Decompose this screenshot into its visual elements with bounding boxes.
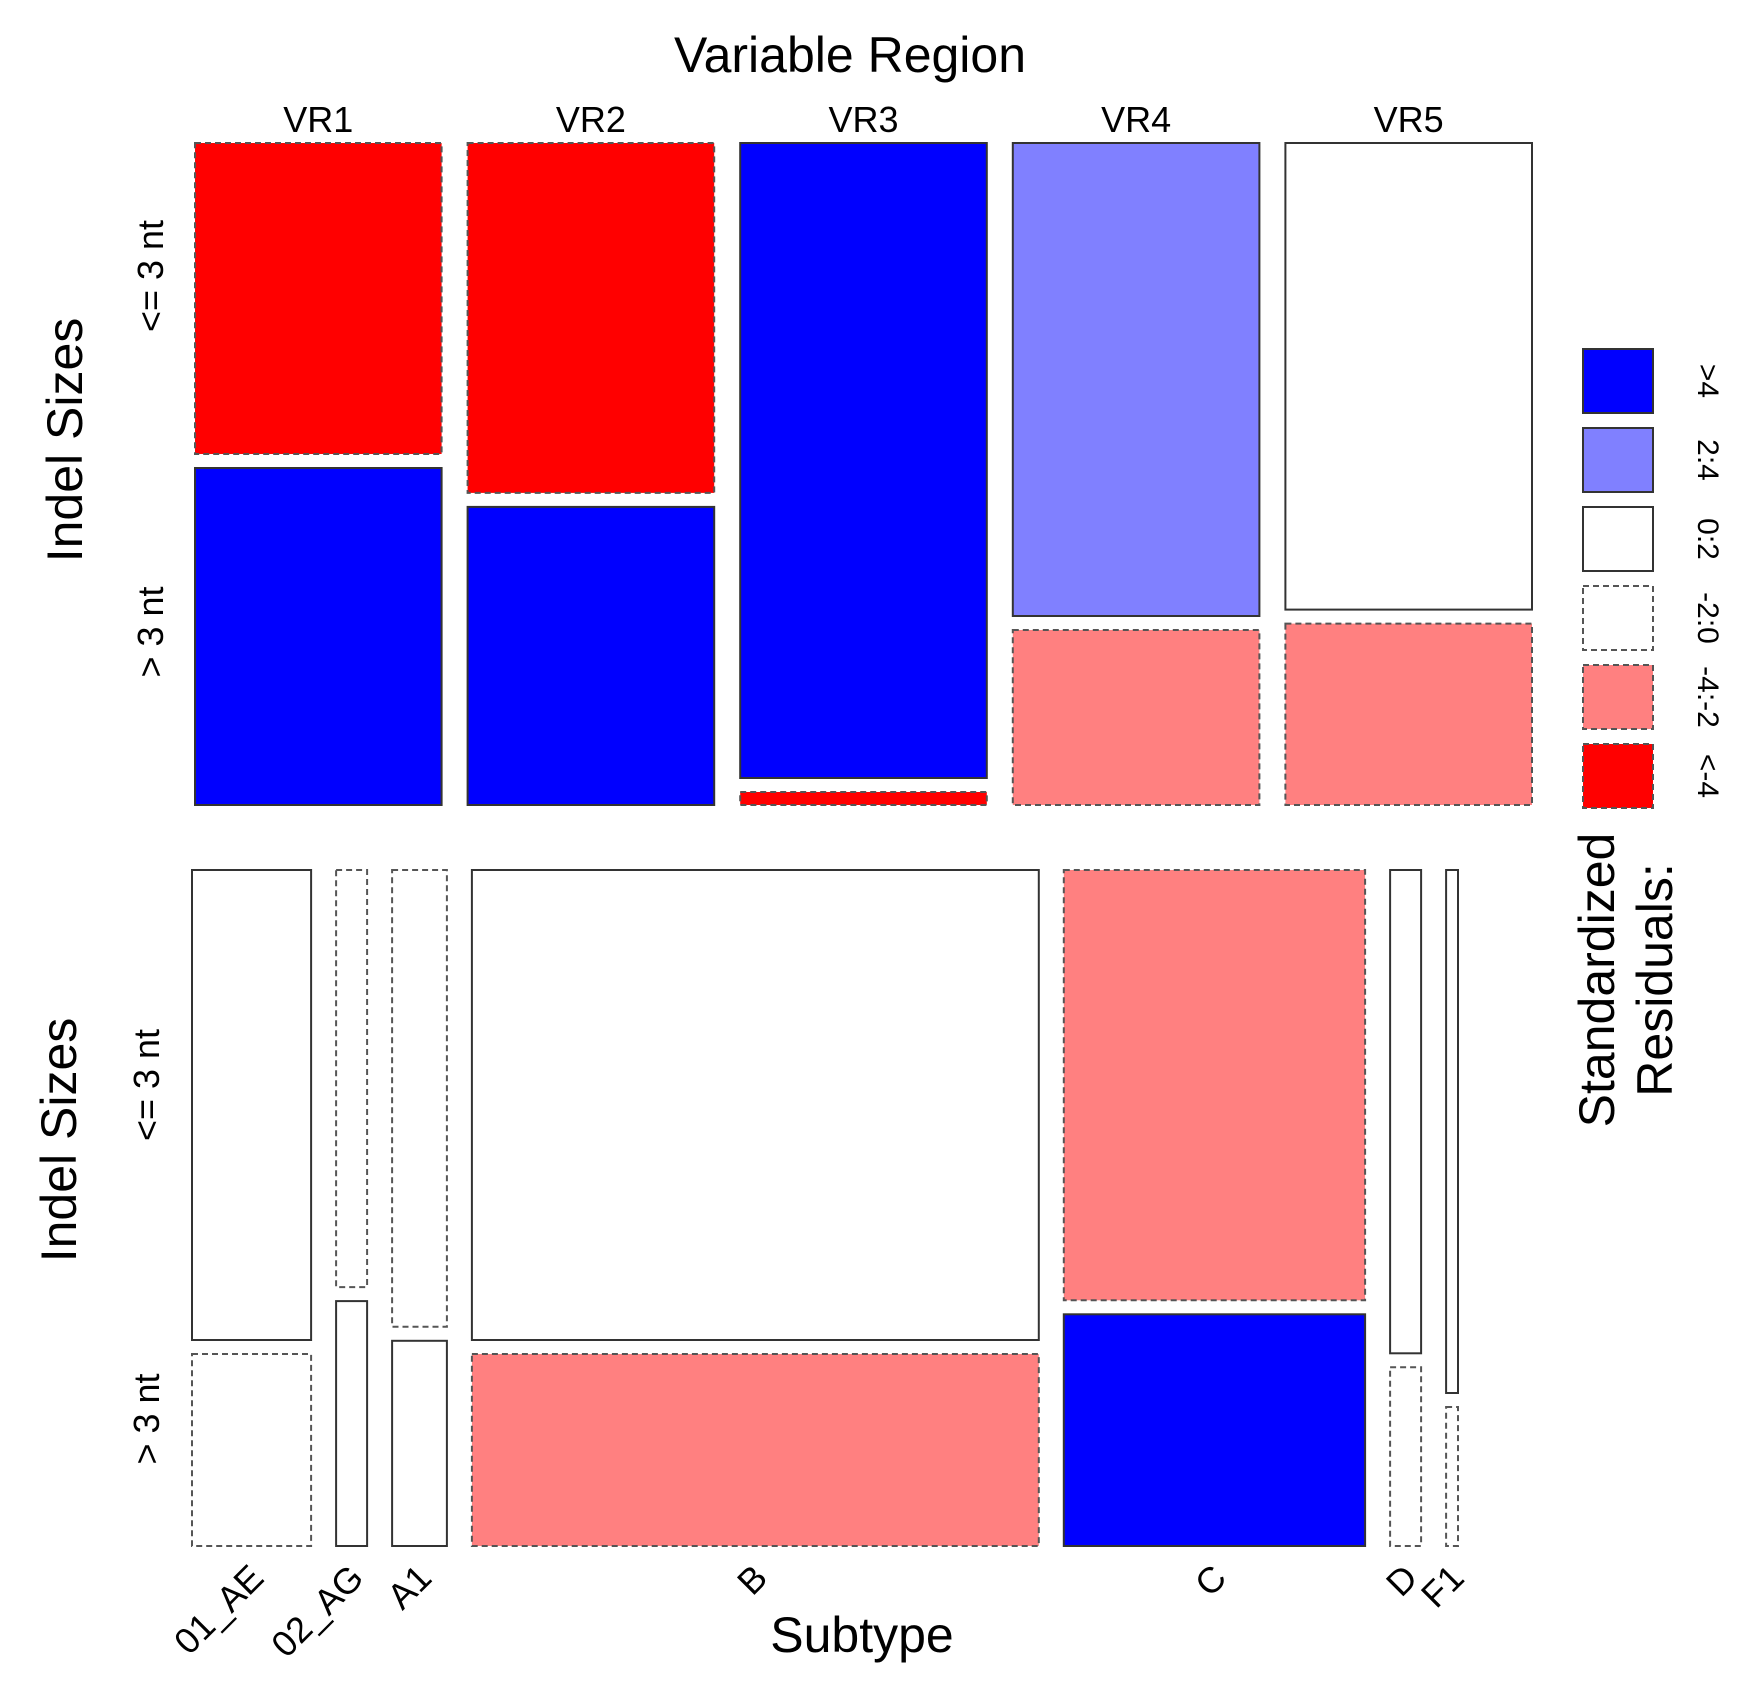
panel2-row-label-lower: > 3 nt (126, 1373, 167, 1464)
legend-title-line-1: Standardized (1569, 833, 1625, 1128)
tile-VR2-lower (466, 505, 716, 806)
tile-02_AG-lower (335, 1300, 369, 1547)
legend-label-1: 2:4 (1691, 439, 1724, 481)
panel2-tiles (191, 869, 1459, 1548)
category-label-01_AE: 01_AE (166, 1557, 271, 1662)
panel1-category-labels: VR1 VR2 VR3 VR4 VR5 (283, 99, 1443, 140)
tile-D-upper (1389, 869, 1423, 1355)
legend-label-0: >4 (1691, 364, 1724, 398)
panel1-row-label-upper: <= 3 nt (130, 220, 171, 332)
tile-VR1-upper (194, 142, 443, 455)
tile-VR4-upper (1011, 142, 1261, 617)
tile-C-upper (1062, 869, 1367, 1302)
legend-swatch-1 (1582, 427, 1654, 493)
panel1-title: Variable Region (674, 27, 1026, 83)
legend-swatch-3 (1582, 585, 1654, 651)
legend-swatch-4 (1582, 664, 1654, 730)
category-label-B: B (729, 1557, 775, 1603)
tile-01_AE-lower (191, 1353, 313, 1547)
legend-label-5: <-4 (1691, 754, 1724, 798)
tile-VR1-lower (194, 467, 443, 806)
tile-VR2-upper (466, 142, 716, 494)
legend-label-3: -2:0 (1691, 592, 1724, 644)
tile-VR5-lower (1284, 622, 1534, 806)
panel1-ylabel: Indel Sizes (37, 318, 93, 563)
tile-VR4-lower (1011, 629, 1261, 806)
panel-variable-region: Variable Region Indel Sizes <= 3 nt > 3 … (37, 27, 1534, 806)
panel2-row-label-upper: <= 3 nt (126, 1029, 167, 1141)
tile-F1-upper (1445, 869, 1459, 1394)
panel2-ylabel: Indel Sizes (31, 1018, 87, 1263)
legend-swatch-5 (1582, 743, 1654, 809)
legend-labels: >4 2:4 0:2 -2:0 -4:-2 <-4 (1691, 364, 1724, 798)
legend-title-line-2: Residuals: (1627, 863, 1683, 1096)
tile-VR3-upper (739, 142, 988, 779)
panel2-xlabel: Subtype (770, 1607, 953, 1663)
category-label-A1: A1 (379, 1557, 439, 1617)
category-label-VR1: VR1 (283, 99, 353, 140)
category-label-02_AG: 02_AG (263, 1557, 371, 1665)
panel1-row-label-lower: > 3 nt (130, 586, 171, 677)
category-label-VR5: VR5 (1374, 99, 1444, 140)
tile-VR3-lower (739, 791, 988, 806)
category-label-VR4: VR4 (1101, 99, 1171, 140)
residual-legend: >4 2:4 0:2 -2:0 -4:-2 <-4 Standardized Residu… (1569, 348, 1724, 1128)
legend-label-4: -4:-2 (1691, 666, 1724, 728)
category-label-VR2: VR2 (556, 99, 626, 140)
tile-A1-lower (391, 1339, 448, 1548)
tile-B-upper (470, 869, 1040, 1341)
category-label-F1: F1 (1413, 1557, 1472, 1616)
tile-02_AG-upper (335, 869, 369, 1289)
tile-F1-lower (1445, 1406, 1459, 1547)
tile-A1-upper (391, 869, 448, 1328)
tile-B-lower (470, 1353, 1040, 1547)
category-label-VR3: VR3 (828, 99, 898, 140)
tile-VR5-upper (1284, 142, 1534, 611)
legend-swatches (1582, 348, 1654, 809)
tile-D-lower (1389, 1366, 1423, 1548)
category-label-C: C (1187, 1557, 1234, 1604)
legend-swatch-2 (1582, 506, 1654, 572)
legend-label-2: 0:2 (1691, 518, 1724, 560)
tile-01_AE-upper (191, 869, 313, 1341)
tile-C-lower (1062, 1313, 1367, 1548)
panel1-tiles (194, 142, 1534, 806)
legend-swatch-0 (1582, 348, 1654, 414)
